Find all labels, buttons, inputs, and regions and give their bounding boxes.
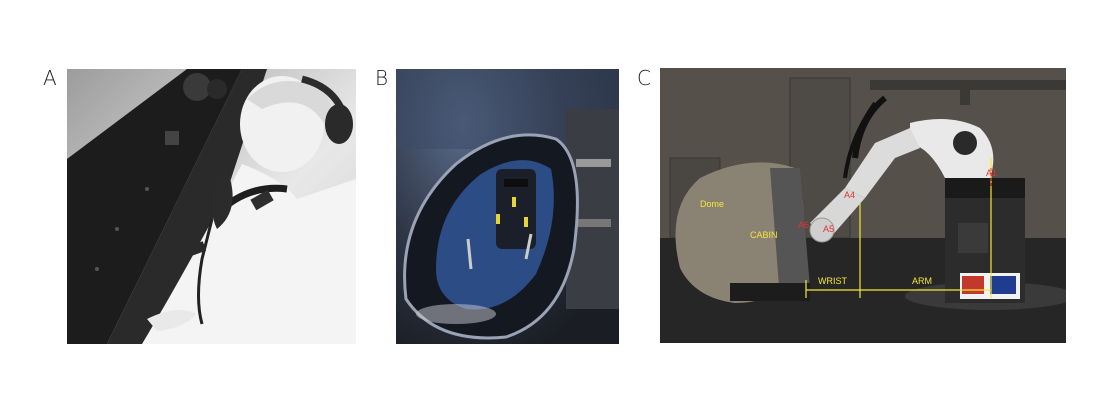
panel-letter-b: B <box>375 66 389 90</box>
label-a5: A5 <box>823 224 835 234</box>
photo-b-illustration <box>396 69 619 340</box>
label-a6: A6 <box>798 220 810 230</box>
panel-letter-c: C <box>637 66 651 90</box>
label-dome: Dome <box>700 199 725 209</box>
panel-letter-a: A <box>43 66 57 90</box>
photo-c-illustration <box>660 68 1066 343</box>
photo-c-robot-simulator: Dome CABIN WRIST ARM A1 A4 A5 A6 <box>660 68 1066 343</box>
photo-a-illustration <box>67 69 356 344</box>
photo-a-pilot-in-seat <box>67 69 356 344</box>
label-a1: A1 <box>986 168 998 178</box>
label-a4: A4 <box>844 190 856 200</box>
label-cabin: CABIN <box>750 230 778 240</box>
label-wrist: WRIST <box>818 276 847 286</box>
label-arm: ARM <box>912 276 932 286</box>
photo-b-cabin-interior <box>396 69 619 344</box>
